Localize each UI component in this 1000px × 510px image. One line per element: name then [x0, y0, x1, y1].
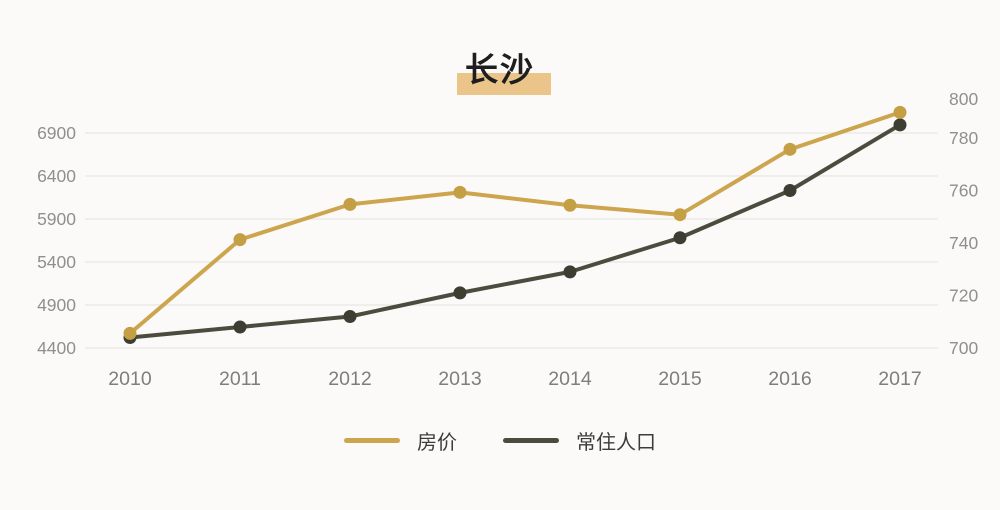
legend-item-house-price[interactable]: 房价 [344, 426, 457, 455]
house-price-point [343, 197, 357, 211]
x-axis-tick-label: 2017 [878, 368, 921, 390]
population-point [893, 118, 907, 132]
right-axis-tick-label: 700 [949, 338, 978, 358]
legend: 房价 常住人口 [0, 426, 1000, 455]
house-price-point [453, 185, 467, 199]
x-axis-tick-label: 2010 [108, 368, 152, 390]
legend-item-population[interactable]: 常住人口 [503, 426, 656, 455]
right-axis-tick-label: 720 [949, 286, 978, 306]
x-axis-tick-label: 2012 [328, 368, 371, 390]
left-axis-tick-label: 4400 [37, 338, 76, 358]
house-price-point [233, 233, 247, 247]
population-point [343, 310, 357, 323]
x-axis-tick-label: 2016 [768, 368, 811, 390]
house-price-point [563, 198, 577, 212]
house-price-line-swatch [344, 438, 400, 443]
left-axis-tick-label: 6400 [37, 166, 76, 186]
legend-label-house-price: 房价 [417, 432, 457, 454]
population-point [673, 231, 687, 245]
left-axis-tick-label: 5400 [37, 252, 76, 272]
population-line-swatch [503, 438, 559, 443]
population-point [783, 184, 797, 197]
house-price-point [783, 142, 797, 156]
legend-label-population: 常住人口 [576, 432, 656, 454]
population-point [563, 265, 577, 279]
house-price-line [128, 110, 902, 336]
x-axis-tick-label: 2014 [548, 368, 592, 390]
left-axis-tick-label: 5900 [37, 209, 76, 229]
left-axis-tick-label: 4900 [37, 295, 76, 315]
right-axis-tick-label: 800 [949, 89, 978, 109]
population-line [128, 122, 902, 340]
right-axis-tick-label: 740 [949, 233, 978, 253]
population-point [453, 286, 467, 300]
x-axis-tick-label: 2015 [658, 368, 702, 390]
population-point [233, 320, 247, 334]
house-price-point [673, 208, 687, 222]
x-axis-tick-label: 2013 [438, 368, 481, 390]
left-axis-tick-label: 6900 [37, 123, 76, 143]
right-axis-tick-label: 760 [949, 181, 978, 201]
house-price-point [123, 326, 137, 340]
right-axis-tick-label: 780 [949, 128, 978, 148]
x-axis-tick-label: 2011 [219, 368, 261, 390]
house-price-point [893, 105, 907, 119]
